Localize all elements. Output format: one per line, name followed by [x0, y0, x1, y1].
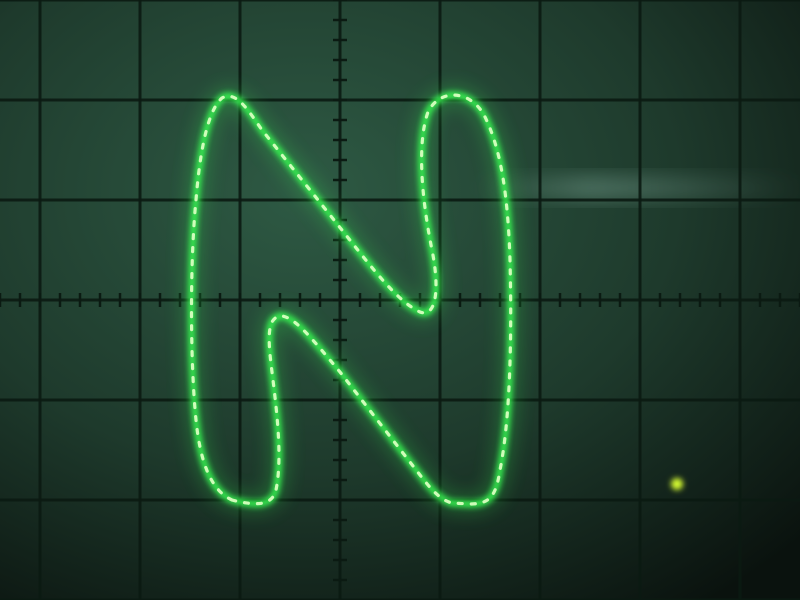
trace-letter-n — [185, 89, 517, 511]
stray-spot — [671, 478, 683, 490]
screen-reflection — [470, 178, 800, 198]
trace-dots — [189, 93, 513, 506]
